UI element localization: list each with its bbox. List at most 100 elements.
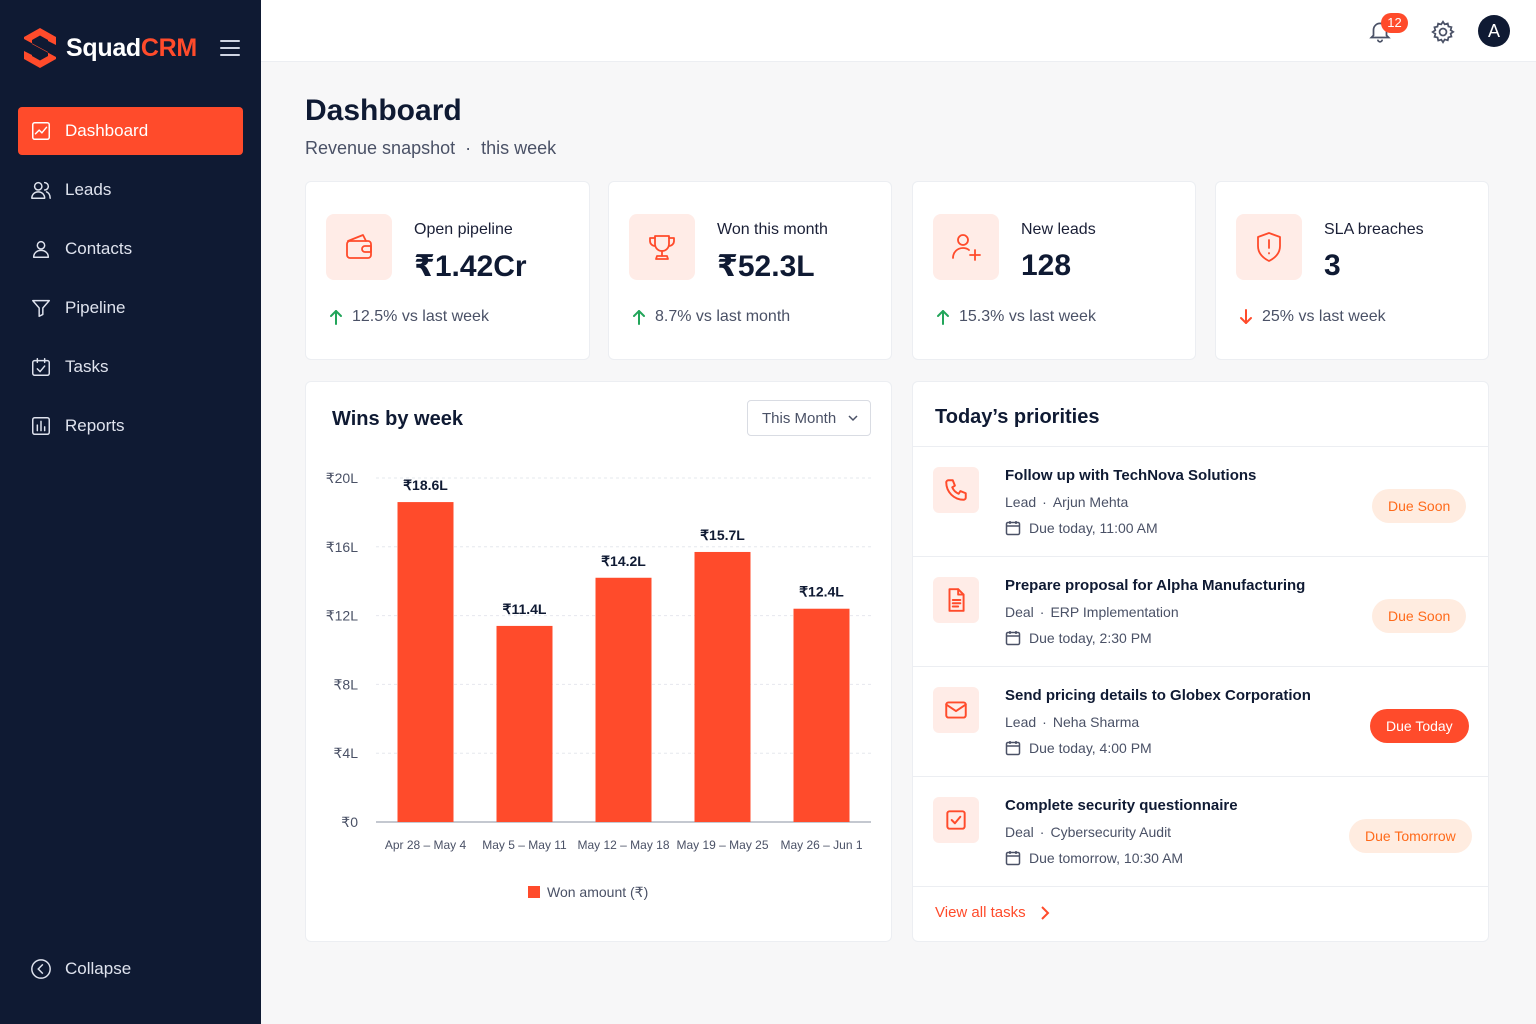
- data-label: ₹12.4L: [799, 584, 844, 600]
- stat-card-sla-breaches[interactable]: SLA breaches 3 25% vs last week: [1215, 181, 1489, 360]
- task-due: Due today, 2:30 PM: [1005, 630, 1152, 646]
- bar: [694, 551, 751, 822]
- filter-icon: [30, 297, 52, 319]
- task-meta: Lead · Neha Sharma: [1005, 714, 1140, 730]
- arrow-up-icon: [937, 310, 949, 325]
- task-meta: Deal · Cybersecurity Audit: [1005, 824, 1172, 840]
- gear-icon[interactable]: [1430, 19, 1456, 45]
- calendar-icon: [1005, 741, 1021, 756]
- shield-alert-icon: [1236, 214, 1302, 280]
- data-label: ₹18.6L: [403, 477, 448, 493]
- stat-label: SLA breaches: [1324, 221, 1424, 238]
- task-item[interactable]: Prepare proposal for Alpha Manufacturing…: [913, 557, 1488, 667]
- stat-delta: 8.7% vs last month: [631, 308, 790, 326]
- status-badge: Due Tomorrow: [1349, 819, 1472, 853]
- stat-label: Won this month: [717, 221, 828, 238]
- task-due: Due today, 11:00 AM: [1005, 520, 1158, 536]
- sidebar-item-label: Tasks: [65, 357, 109, 376]
- sidebar-item-dashboard[interactable]: Dashboard: [18, 107, 243, 155]
- logo-icon: [24, 28, 56, 68]
- stat-value: 128: [1021, 249, 1072, 282]
- x-tick-label: Apr 28 – May 4: [385, 838, 467, 852]
- chevron-down-icon: [848, 415, 858, 422]
- stat-value: ₹1.42Cr: [414, 250, 527, 283]
- arrow-up-icon: [330, 310, 342, 325]
- arrow-down-icon: [1240, 309, 1252, 324]
- sidebar-nav: Dashboard Leads Contacts Pipeline Tasks …: [18, 107, 243, 461]
- checkbox-icon: [933, 797, 979, 843]
- brand[interactable]: SquadCRM: [22, 26, 197, 70]
- status-badge: Due Soon: [1372, 489, 1467, 523]
- stat-delta: 12.5% vs last week: [328, 308, 489, 326]
- stat-value: 3: [1324, 249, 1341, 282]
- sidebar-item-contacts[interactable]: Contacts: [18, 225, 243, 273]
- dropdown-value: This Month: [762, 409, 837, 427]
- status-badge: Due Today: [1370, 709, 1469, 743]
- wins-chart: ₹0 ₹4L ₹8L ₹12L ₹16L ₹20L ₹18.6L Apr 28 – May 4…: [326, 470, 871, 900]
- y-tick-label: ₹8L: [334, 676, 359, 692]
- document-icon: [933, 577, 979, 623]
- sidebar-item-label: Contacts: [65, 239, 133, 258]
- stat-delta: 15.3% vs last week: [935, 308, 1096, 326]
- task-meta: Deal · ERP Implementation: [1005, 604, 1179, 620]
- priorities-title: Today’s priorities: [935, 406, 1100, 428]
- dashboard-chart-icon: [30, 120, 52, 142]
- users-icon: [30, 179, 52, 201]
- sidebar-item-tasks[interactable]: Tasks: [18, 343, 243, 391]
- task-title: Follow up with TechNova Solutions: [1005, 467, 1257, 484]
- sidebar-item-pipeline[interactable]: Pipeline: [18, 284, 243, 332]
- task-item[interactable]: Send pricing details to Globex Corporati…: [913, 667, 1488, 777]
- chevron-right-icon: [1040, 905, 1050, 920]
- collapse-button[interactable]: Collapse: [30, 958, 131, 980]
- bar: [595, 577, 652, 822]
- contacts-icon: [30, 238, 52, 260]
- y-tick-label: ₹20L: [326, 470, 358, 486]
- task-title: Prepare proposal for Alpha Manufacturing: [1005, 577, 1306, 594]
- arrow-up-icon: [633, 310, 645, 325]
- task-title: Send pricing details to Globex Corporati…: [1005, 687, 1311, 704]
- status-badge: Due Soon: [1372, 599, 1467, 633]
- stat-value: ₹52.3L: [717, 250, 815, 283]
- view-all-tasks-link[interactable]: View all tasks: [935, 904, 1050, 921]
- calendar-icon: [1005, 631, 1021, 646]
- sidebar-item-label: Pipeline: [65, 298, 126, 317]
- data-label: ₹11.4L: [503, 601, 547, 617]
- avatar[interactable]: A: [1478, 15, 1510, 47]
- data-label: ₹15.7L: [700, 527, 745, 543]
- wins-by-week-card: ₹0 ₹4L ₹8L ₹12L ₹16L ₹20L ₹18.6L Apr 28 – May 4…: [305, 381, 892, 942]
- stat-label: New leads: [1021, 221, 1096, 238]
- task-title: Complete security questionnaire: [1005, 797, 1238, 814]
- task-due: Due tomorrow, 10:30 AM: [1005, 850, 1183, 866]
- task-item[interactable]: Complete security questionnaire Deal · Cyb…: [913, 777, 1488, 887]
- stat-delta: 25% vs last week: [1238, 308, 1386, 326]
- mail-icon: [933, 687, 979, 733]
- x-tick-label: May 19 – May 25: [676, 838, 768, 852]
- stat-card-won-this-month[interactable]: Won this month ₹52.3L 8.7% vs last month: [608, 181, 892, 360]
- stat-label: Open pipeline: [414, 221, 513, 238]
- legend-swatch: [528, 886, 540, 898]
- brand-name: SquadCRM: [66, 33, 197, 62]
- x-tick-label: May 5 – May 11: [482, 838, 567, 852]
- legend-label: Won amount (₹): [547, 884, 648, 900]
- period-dropdown[interactable]: This Month: [747, 400, 871, 436]
- y-tick-label: ₹12L: [326, 608, 358, 624]
- sidebar-item-leads[interactable]: Leads: [18, 166, 243, 214]
- bar: [397, 502, 454, 822]
- task-meta: Lead · Arjun Mehta: [1005, 494, 1129, 510]
- calendar-icon: [1005, 521, 1021, 536]
- user-plus-icon: [933, 214, 999, 280]
- stat-card-new-leads[interactable]: New leads 128 15.3% vs last week: [912, 181, 1196, 360]
- task-item[interactable]: Follow up with TechNova Solutions Lead · A…: [913, 447, 1488, 557]
- collapse-label: Collapse: [65, 959, 132, 978]
- phone-icon: [933, 467, 979, 513]
- stat-card-open-pipeline[interactable]: Open pipeline ₹1.42Cr 12.5% vs last week: [305, 181, 590, 360]
- divider: [913, 446, 1488, 447]
- sidebar-item-reports[interactable]: Reports: [18, 402, 243, 450]
- sidebar-item-label: Leads: [65, 180, 112, 199]
- notification-badge: 12: [1381, 13, 1408, 33]
- bar: [793, 608, 850, 822]
- calendar-check-icon: [30, 356, 52, 378]
- todays-priorities-card: Today’s priorities Follow up with TechNo…: [912, 381, 1489, 942]
- chevron-left-circle-icon: [31, 959, 51, 979]
- menu-toggle-icon[interactable]: [220, 40, 240, 58]
